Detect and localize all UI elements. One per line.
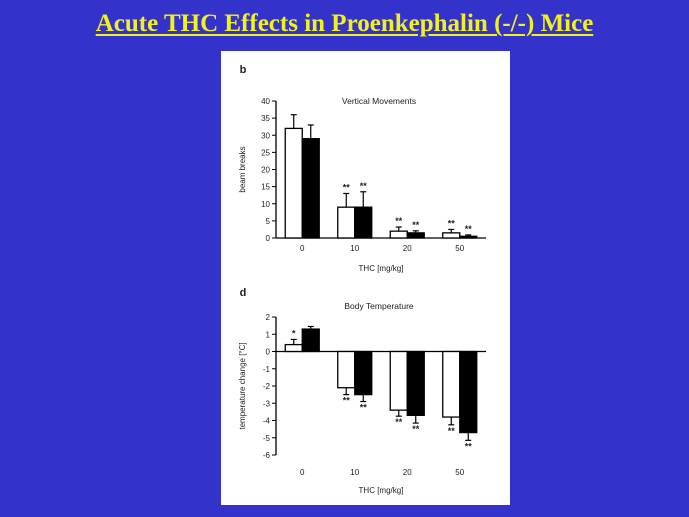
significance-marker: ** xyxy=(343,182,351,192)
panel-label: b xyxy=(240,64,247,76)
y-tick-label: 25 xyxy=(261,148,270,157)
significance-marker: ** xyxy=(395,417,403,427)
y-tick-label: 2 xyxy=(266,313,271,322)
figure-panel: b Vertical Movements 0 5 10 15 20 25 30 35 40 beam … xyxy=(221,51,510,505)
bar xyxy=(337,350,356,389)
chart-body-temperature: d Body Temperature -6 -5 -4 -3 -2 -1 0 1 2 temperat… xyxy=(238,287,486,495)
bar xyxy=(354,206,373,239)
significance-marker: ** xyxy=(465,441,473,451)
significance-marker: ** xyxy=(465,224,473,234)
y-tick-label: 5 xyxy=(266,217,271,226)
bar xyxy=(301,138,320,239)
x-tick-label: 0 xyxy=(300,244,305,253)
x-tick-label: 10 xyxy=(350,244,359,253)
y-tick-label: -6 xyxy=(263,451,271,460)
y-tick-label: 0 xyxy=(266,234,271,243)
y-tick-label: 1 xyxy=(266,330,271,339)
chart-title: Vertical Movements xyxy=(342,96,416,106)
y-axis-label: temperature change [°C] xyxy=(238,342,247,429)
bar xyxy=(284,343,303,353)
y-tick-label: 40 xyxy=(261,97,270,106)
y-tick-label: -2 xyxy=(263,382,271,391)
slide-title: Acute THC Effects in Proenkephalin (-/-)… xyxy=(95,10,594,37)
bar xyxy=(389,350,408,411)
bar xyxy=(354,350,373,396)
panel-label: d xyxy=(240,287,247,299)
y-tick-label: 35 xyxy=(261,114,270,123)
x-tick-label: 50 xyxy=(455,468,464,477)
bar xyxy=(406,350,425,416)
chart-vertical-movements: b Vertical Movements 0 5 10 15 20 25 30 35 40 beam … xyxy=(238,64,486,273)
significance-marker: ** xyxy=(412,220,420,230)
significance-marker: ** xyxy=(343,396,351,406)
bar xyxy=(301,328,320,353)
x-tick-label: 50 xyxy=(455,244,464,253)
bar xyxy=(459,350,478,434)
significance-marker: ** xyxy=(448,218,456,228)
y-axis-label: beam breaks xyxy=(238,146,247,192)
bar xyxy=(284,127,303,239)
x-axis-label: THC [mg/kg] xyxy=(359,264,404,273)
x-axis-label: THC [mg/kg] xyxy=(359,486,404,495)
x-tick-label: 0 xyxy=(300,468,305,477)
y-tick-label: 15 xyxy=(261,183,270,192)
significance-marker: * xyxy=(292,328,296,338)
significance-marker: ** xyxy=(448,426,456,436)
y-tick-label: -4 xyxy=(263,417,271,426)
x-tick-label: 20 xyxy=(403,244,412,253)
bar xyxy=(442,232,461,239)
bar xyxy=(406,232,425,239)
y-tick-label: -5 xyxy=(263,434,271,443)
y-tick-label: 30 xyxy=(261,131,270,140)
y-tick-label: -3 xyxy=(263,399,271,408)
y-tick-label: 10 xyxy=(261,200,270,209)
y-tick-label: -1 xyxy=(263,365,271,374)
y-tick-label: 20 xyxy=(261,166,270,175)
significance-marker: ** xyxy=(360,403,368,413)
significance-marker: ** xyxy=(395,216,403,226)
y-tick-label: 0 xyxy=(266,348,271,357)
x-tick-label: 20 xyxy=(403,468,412,477)
chart-title: Body Temperature xyxy=(344,301,414,311)
bar xyxy=(459,235,478,239)
x-tick-label: 10 xyxy=(350,468,359,477)
bar xyxy=(442,350,461,418)
significance-marker: ** xyxy=(360,181,368,191)
bar xyxy=(389,230,408,239)
significance-marker: ** xyxy=(412,424,420,434)
bar xyxy=(337,206,356,239)
